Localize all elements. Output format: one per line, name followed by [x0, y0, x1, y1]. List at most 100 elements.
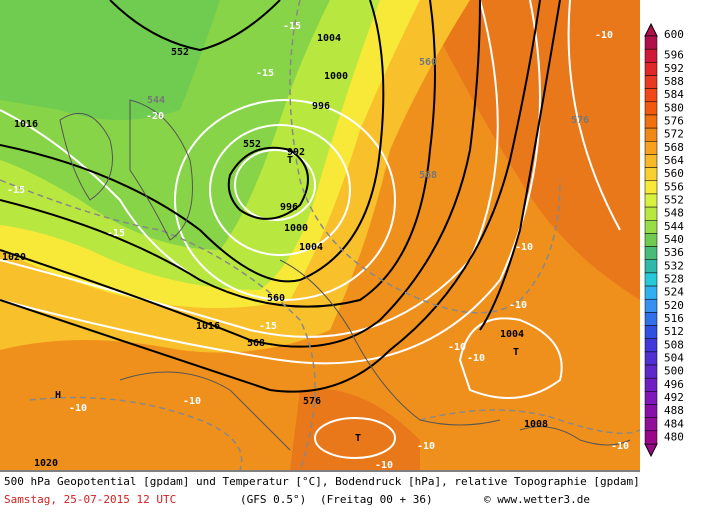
legend-label: 520: [664, 299, 684, 312]
pressure-center: H: [55, 390, 61, 401]
legend-label: 532: [664, 259, 684, 272]
legend-label: 484: [664, 417, 684, 430]
contour-label: 1004: [500, 329, 524, 340]
contour-label: 576: [303, 396, 321, 407]
contour-label: 1000: [284, 223, 308, 234]
contour-label: -10: [611, 441, 629, 452]
contour-label: 576: [571, 115, 589, 126]
legend-swatch: [644, 167, 658, 182]
legend-swatch: [644, 430, 658, 445]
footer-credit: © www.wetter3.de: [484, 493, 590, 506]
contour-label: -15: [107, 228, 125, 239]
contour-label: 1016: [14, 119, 38, 130]
legend-swatch: [644, 180, 658, 195]
field-green: [0, 0, 220, 120]
legend-swatch: [644, 338, 658, 353]
legend-swatch: [644, 35, 658, 50]
legend-label: 516: [664, 312, 684, 325]
contour-label: 996: [280, 202, 298, 213]
legend-label: 548: [664, 207, 684, 220]
legend-label: 580: [664, 101, 684, 114]
contour-label: 1020: [2, 252, 26, 263]
legend-swatch: [644, 193, 658, 208]
legend-label: 564: [664, 154, 684, 167]
contour-label: 996: [312, 101, 330, 112]
contour-label: 1020: [34, 458, 58, 469]
contour-label: 568: [419, 170, 437, 181]
coastlines: [59, 99, 631, 451]
contour-label: -15: [259, 321, 277, 332]
contour-label: -10: [375, 460, 393, 471]
legend-swatch: [644, 364, 658, 379]
legend-label: 492: [664, 391, 684, 404]
footer-model: (GFS 0.5°): [240, 493, 306, 506]
legend-swatch: [644, 312, 658, 326]
legend-label: 540: [664, 233, 684, 246]
legend-swatch: [644, 259, 658, 274]
legend-swatch: [644, 391, 658, 405]
legend-swatch: [644, 285, 658, 300]
legend-swatch: [644, 377, 658, 392]
legend-label: 596: [664, 49, 684, 62]
legend-label: 496: [664, 378, 684, 391]
legend-swatch: [644, 220, 658, 234]
contour-label: -10: [595, 30, 613, 41]
legend-swatch: [644, 325, 658, 339]
contour-label: 560: [419, 57, 437, 68]
map-labels: 552 552 560 568 576 1016 1016 1020 1020 1004 1000 9…: [2, 21, 629, 471]
contour-label: -15: [256, 68, 274, 79]
legend-label: 500: [664, 365, 684, 378]
contour-label: 560: [267, 293, 285, 304]
contour-label: -10: [183, 396, 201, 407]
legend-label: 556: [664, 180, 684, 193]
legend-label: 592: [664, 62, 684, 75]
legend-label: 536: [664, 246, 684, 259]
contour-label: 1000: [324, 71, 348, 82]
contour-label: 992: [287, 147, 305, 158]
contour-label: -10: [448, 342, 466, 353]
legend-swatch: [644, 101, 658, 116]
legend-arrow-top: [644, 22, 658, 37]
legend-swatch: [644, 48, 658, 63]
legend-label: 552: [664, 194, 684, 207]
legend-swatch: [644, 127, 658, 142]
legend-label: 600: [664, 28, 684, 41]
legend-label: 488: [664, 404, 684, 417]
contour-label: -10: [467, 353, 485, 364]
footer-run: (Freitag 00 + 36): [320, 493, 433, 506]
legend-label: 584: [664, 88, 684, 101]
legend-swatch: [644, 114, 658, 129]
legend-swatch: [644, 62, 658, 76]
legend-label: 528: [664, 272, 684, 285]
contour-label: -10: [515, 242, 533, 253]
contour-label: 568: [247, 338, 265, 349]
legend-label: 524: [664, 286, 684, 299]
map: 552 552 560 568 576 1016 1016 1020 1020 1004 1000 9…: [0, 0, 641, 471]
legend-label: 544: [664, 220, 684, 233]
contour-label: -20: [146, 111, 164, 122]
temperature-contours: [0, 0, 641, 471]
contour-label: 552: [243, 139, 261, 150]
pressure-center: T: [287, 155, 293, 166]
legend-label: 572: [664, 128, 684, 141]
legend-swatch: [644, 298, 658, 313]
legend-swatch: [644, 141, 658, 155]
legend-swatch: [644, 272, 658, 287]
legend-swatch: [644, 233, 658, 247]
field-warm: [420, 0, 640, 300]
color-legend: 6005965925885845805765725685645605565525…: [644, 22, 684, 458]
contour-label: 1008: [524, 419, 548, 430]
legend-label: 568: [664, 141, 684, 154]
legend-swatch: [644, 154, 658, 168]
contour-label: 1016: [196, 321, 220, 332]
legend-swatch: [644, 417, 658, 432]
legend-label: 560: [664, 167, 684, 180]
contour-label: -15: [7, 185, 25, 196]
legend-label: 504: [664, 351, 684, 364]
contour-label: 552: [171, 47, 189, 58]
legend-swatch: [644, 246, 658, 260]
legend-label: 508: [664, 338, 684, 351]
legend-swatch: [644, 351, 658, 366]
legend-label: 512: [664, 325, 684, 338]
